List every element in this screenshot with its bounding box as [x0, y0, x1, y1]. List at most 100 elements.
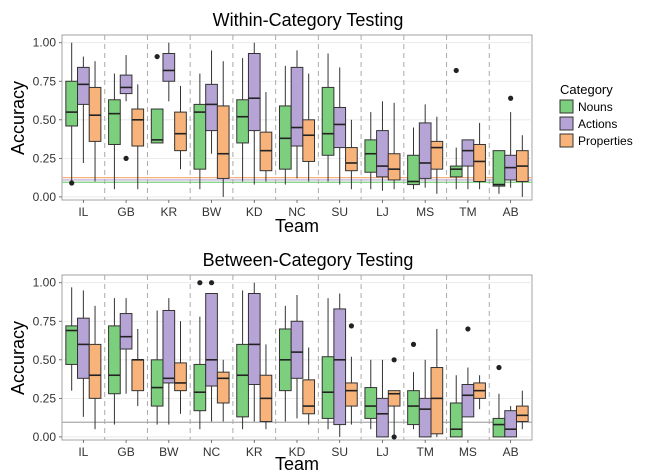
- x-tick-label: MS: [459, 445, 477, 459]
- x-tick-label: LJ: [376, 205, 389, 219]
- box-body: [387, 153, 401, 181]
- box-nouns: [108, 298, 121, 425]
- outlier-point: [465, 326, 471, 332]
- y-tick-label: 1.00: [33, 36, 57, 50]
- box-body: [461, 139, 475, 167]
- legend-swatch-actions: [559, 116, 574, 131]
- box-body: [376, 397, 389, 438]
- x-tick-label: KR: [160, 205, 177, 219]
- x-tick-label: SU: [331, 445, 348, 459]
- box-actions: [77, 56, 90, 163]
- box-body: [418, 122, 432, 179]
- box-nouns: [108, 73, 121, 190]
- box-body: [364, 387, 378, 419]
- box-body: [333, 106, 347, 149]
- box-body: [77, 317, 90, 379]
- box-properties: [174, 321, 187, 414]
- box-body: [193, 103, 207, 170]
- box-body: [119, 313, 133, 350]
- box-body: [236, 99, 249, 144]
- box-properties: [430, 116, 444, 194]
- box-body: [77, 66, 90, 105]
- box-body: [492, 150, 506, 187]
- box-properties: [216, 61, 230, 197]
- box-body: [119, 74, 133, 95]
- legend-label-nouns: Nouns: [578, 100, 613, 114]
- box-properties: [259, 344, 273, 430]
- box-body: [88, 343, 102, 399]
- x-tick-label: BW: [202, 205, 222, 219]
- box-body: [205, 293, 218, 387]
- box-properties: [131, 328, 145, 407]
- x-tick-label: GB: [117, 445, 134, 459]
- box-body: [150, 359, 164, 407]
- box-body: [430, 140, 444, 170]
- box-properties: [387, 357, 401, 440]
- outlier-point: [197, 280, 203, 286]
- legend-title: Category: [560, 82, 613, 97]
- box-body: [108, 99, 121, 145]
- y-tick-label: 0.25: [33, 391, 57, 405]
- box-nouns: [65, 287, 79, 391]
- box-body: [492, 417, 506, 438]
- box-properties: [302, 73, 316, 182]
- panel-between-category: Between-Category Testing 0.00 0.25 0.50 0.7…: [8, 250, 533, 474]
- box-properties: [174, 85, 187, 170]
- y-tick-label: 1.00: [33, 276, 57, 290]
- box-body: [504, 410, 517, 438]
- box-body: [461, 383, 475, 418]
- box-body: [473, 143, 486, 182]
- outlier-point: [208, 280, 215, 286]
- x-tick-label: KD: [246, 205, 263, 219]
- x-tick-labels: IL GB KR BW KD NC SU LJ MS TM AB: [78, 200, 519, 219]
- x-tick-label: LJ: [376, 445, 389, 459]
- box-properties: [515, 390, 529, 430]
- box-body: [65, 325, 79, 365]
- box-body: [131, 108, 145, 147]
- box-body: [193, 363, 207, 412]
- box-actions: [119, 55, 133, 161]
- x-tick-label: GB: [117, 205, 134, 219]
- box-group: [65, 42, 529, 197]
- box-body: [333, 308, 347, 426]
- box-nouns: [65, 42, 79, 186]
- x-tick-label: MS: [416, 205, 434, 219]
- box-body: [302, 379, 316, 415]
- chart-title: Within-Category Testing: [213, 10, 404, 30]
- box-body: [290, 320, 304, 379]
- outlier-point: [123, 155, 129, 161]
- y-tick-label: 0.50: [33, 113, 57, 127]
- box-actions: [461, 326, 475, 418]
- box-actions: [290, 295, 304, 419]
- box-actions: [247, 282, 261, 422]
- box-nouns: [193, 73, 207, 190]
- box-body: [216, 105, 230, 179]
- box-actions: [376, 359, 389, 438]
- x-tick-label: SU: [331, 205, 348, 219]
- y-tick-label: 0.00: [33, 430, 57, 444]
- team-separators: [104, 275, 490, 440]
- box-properties: [216, 359, 230, 422]
- box-actions: [504, 406, 517, 438]
- x-tick-label: KD: [289, 445, 306, 459]
- box-properties: [473, 375, 486, 410]
- box-body: [236, 343, 249, 418]
- box-properties: [88, 61, 102, 182]
- box-properties: [473, 122, 486, 190]
- box-properties: [259, 92, 273, 182]
- box-body: [321, 356, 335, 419]
- chart-title: Between-Category Testing: [203, 250, 414, 270]
- outlier-point: [508, 95, 514, 101]
- box-body: [430, 367, 444, 435]
- outlier-point: [496, 364, 502, 371]
- box-nouns: [150, 53, 164, 144]
- box-body: [65, 80, 79, 127]
- x-tick-label: AB: [503, 205, 519, 219]
- box-body: [376, 130, 389, 178]
- box-nouns: [449, 375, 463, 438]
- box-body: [418, 397, 432, 438]
- y-tick-label: 0.00: [33, 190, 57, 204]
- box-body: [162, 53, 176, 82]
- box-properties: [302, 347, 316, 425]
